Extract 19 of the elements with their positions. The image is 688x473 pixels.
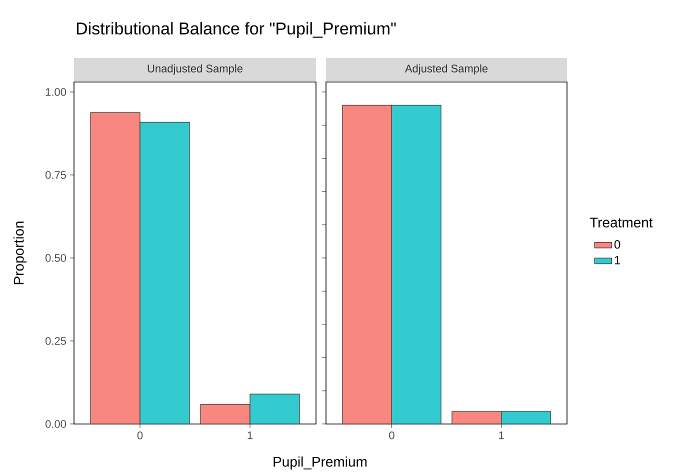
y-tick-label: 0.50 — [45, 254, 66, 262]
chart-subtitle: Unadjusted Sample — [148, 64, 242, 75]
legend-title: Treatment — [590, 218, 653, 228]
y-tick-label: 0.00 — [45, 420, 66, 428]
chart-subtitle: Adjusted Sample — [404, 64, 488, 75]
x-axis-title: Pupil_Premium — [274, 456, 367, 470]
y-tick-label: 0.25 — [45, 337, 66, 345]
x-tick-label: 1 — [248, 432, 253, 440]
bar — [200, 404, 250, 424]
legend-label: 0 — [614, 240, 620, 249]
x-tick-label: 0 — [137, 432, 143, 440]
x-tick-label: 0 — [389, 432, 394, 440]
legend-label: 1 — [614, 256, 620, 264]
y-tick-label: 1.00 — [46, 88, 66, 96]
y-axis-title: Proportion — [13, 222, 27, 284]
x-tick-label: 1 — [499, 432, 504, 440]
chart-title: Distributional Balance for "Pupil_Premium" — [76, 22, 396, 38]
bar — [90, 112, 140, 424]
y-tick-label: 0.75 — [45, 171, 66, 179]
